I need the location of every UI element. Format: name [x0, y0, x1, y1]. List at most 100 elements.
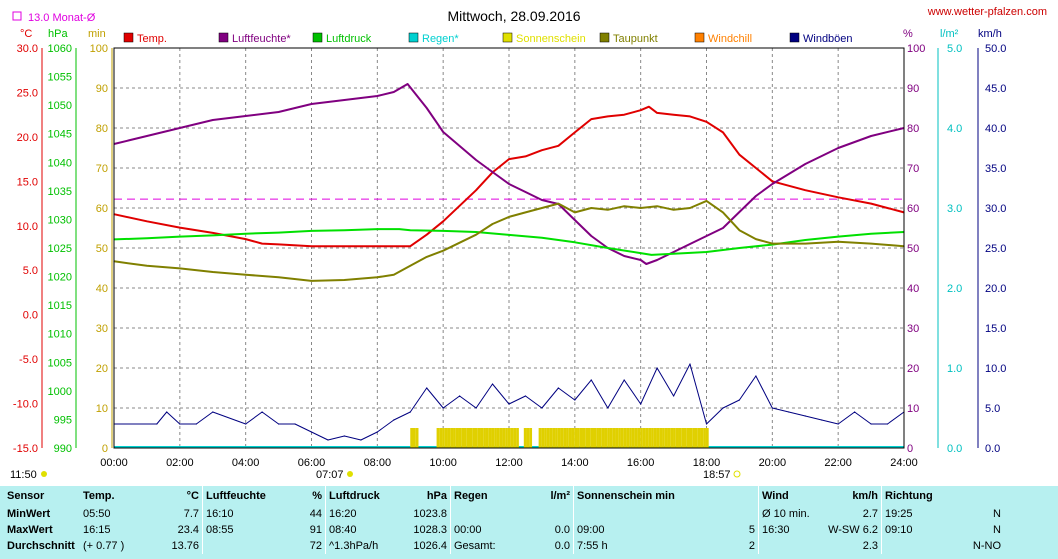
sunshine-axis-tick: 60	[96, 203, 108, 215]
temp-point	[475, 189, 477, 191]
legend: Temp. Luftfeuchte* Luftdruck Regen* Sonnensc…	[123, 32, 853, 45]
sunshine-bar	[552, 428, 556, 448]
sunshine-bar	[659, 428, 663, 448]
summary-row-max: MaxWert 16:15 23.4 08:55 91 08:40 1028.3…	[4, 522, 1004, 538]
sunshine-bar	[612, 428, 616, 448]
humidity-time: 08:55	[202, 522, 279, 538]
pressure-point	[376, 228, 378, 230]
sunshine-axis-tick: 70	[96, 163, 108, 175]
pressure-axis-tick: 1030	[48, 214, 72, 226]
pressure-point	[673, 253, 675, 255]
temp-point	[648, 106, 650, 108]
wind-gust-point	[656, 367, 658, 369]
pressure-value: 1023.8	[413, 508, 447, 520]
temp-point	[376, 245, 378, 247]
sun-value: 5	[748, 524, 755, 536]
pressure-point	[870, 233, 872, 235]
wind-axis-tick: 50.0	[985, 43, 1006, 55]
temp-point	[343, 245, 345, 247]
humidity-point	[245, 115, 247, 117]
pressure-point	[804, 239, 806, 241]
wind-gust-point	[705, 423, 708, 425]
temp-point	[278, 243, 280, 245]
pressure-point	[705, 251, 708, 253]
x-axis-tick: 04:00	[232, 457, 260, 469]
temp-point	[310, 245, 313, 247]
humidity-point	[407, 83, 409, 85]
wind-gust-point	[870, 423, 872, 425]
dewpoint-point	[574, 211, 576, 213]
humidity-point	[278, 111, 280, 113]
x-axis-tick: 02:00	[166, 457, 194, 469]
dewpoint-point	[343, 279, 345, 281]
sunshine-bar	[582, 428, 586, 448]
sunshine-bar	[692, 428, 695, 448]
dewpoint-point	[640, 207, 642, 209]
sunshine-bar	[631, 428, 635, 448]
wind-axis-tick: 15.0	[985, 323, 1006, 335]
temp-point	[837, 196, 839, 198]
sunshine-bar	[538, 428, 542, 448]
sunshine-bar	[648, 428, 652, 448]
temp-point	[623, 114, 625, 116]
pressure-point	[442, 230, 444, 232]
grid	[114, 48, 904, 448]
legend-swatch	[408, 32, 419, 43]
temp-point	[409, 245, 411, 247]
humidity-point	[645, 263, 647, 265]
sunshine-bar	[607, 428, 610, 448]
humidity-time: 16:10	[202, 506, 279, 522]
temp-axis-tick: 20.0	[17, 132, 38, 144]
monthly-avg-checkbox[interactable]	[12, 11, 22, 21]
dewpoint-point	[755, 238, 757, 240]
legend-swatch	[312, 32, 323, 43]
sunshine-bar	[494, 428, 497, 448]
sunshine-bar	[415, 428, 419, 448]
sun-value: 2	[748, 540, 755, 552]
sunshine-bar	[637, 428, 641, 448]
humidity-axis-tick: 70	[907, 163, 919, 175]
temp-axis-tick: 0.0	[23, 310, 38, 322]
x-axis-tick: 10:00	[429, 457, 457, 469]
wind-gust-point	[393, 419, 395, 421]
temp-point	[673, 114, 675, 116]
sunshine-bar	[483, 428, 486, 448]
wind-value: W-SW 6.2	[828, 524, 878, 536]
sunshine-bar	[412, 428, 416, 448]
sunshine-bar	[634, 428, 638, 448]
sunshine-bar	[523, 428, 527, 448]
humidity-unit-label: %	[903, 28, 913, 40]
sunshine-bar	[590, 428, 594, 448]
sunshine-bar	[604, 428, 608, 448]
humidity-point	[541, 199, 543, 201]
humidity-point	[722, 227, 724, 229]
website-label[interactable]: www.wetter-pfalzen.com	[927, 6, 1047, 18]
rain-axis-tick: 3.0	[947, 203, 962, 215]
temp-axis-tick: 10.0	[17, 221, 38, 233]
wind-time	[758, 538, 825, 554]
sunshine-axis-tick: 40	[96, 283, 108, 295]
row-label: Durchschnitt	[7, 540, 75, 552]
humidity-point	[771, 183, 773, 185]
wind-time: 16:30	[758, 522, 825, 538]
sunshine-axis-tick: 80	[96, 123, 108, 135]
sunshine-bar	[585, 428, 588, 448]
dewpoint-point	[722, 211, 724, 213]
sunshine-bar	[684, 428, 687, 448]
legend-label: Windchill	[708, 33, 752, 45]
sunset-marker	[733, 470, 741, 478]
temp-point	[771, 180, 773, 182]
sunshine-bar	[675, 428, 679, 448]
humidity-point	[755, 195, 757, 197]
dewpoint-point	[673, 209, 675, 211]
humidity-point	[640, 259, 642, 261]
legend-swatch	[694, 32, 705, 43]
x-axis-tick: 18:00	[693, 457, 721, 469]
x-axis-tick: 22:00	[824, 457, 852, 469]
pressure-axis-tick: 1035	[48, 186, 72, 198]
row-label: MaxWert	[7, 524, 53, 536]
wind-gust-point	[574, 399, 576, 401]
humidity-point	[310, 103, 313, 105]
temp-point	[640, 109, 642, 111]
pressure-axis-tick: 1055	[48, 72, 72, 84]
